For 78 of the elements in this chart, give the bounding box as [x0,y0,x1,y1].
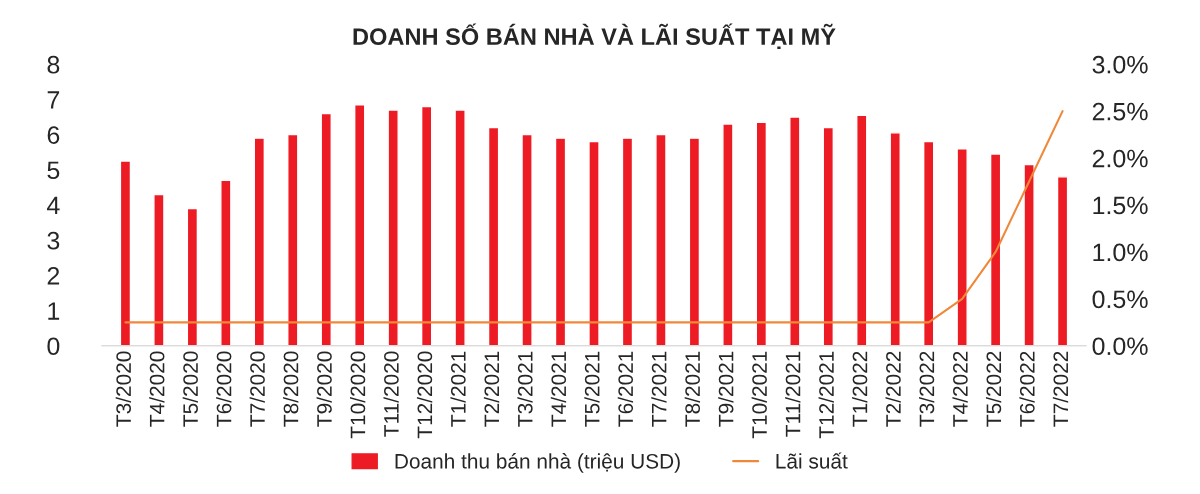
x-tick-label: T2/2021 [483,351,500,427]
legend-label: Doanh thu bán nhà (triệu USD) [395,453,680,473]
bar [554,137,567,346]
bar [755,121,768,346]
bar [789,116,801,346]
x-tick-label: T3/2022 [918,351,935,427]
x-tick-label: T1/2022 [852,351,868,427]
bar [521,133,533,346]
bar [588,140,600,346]
x-tick-label: T3/2020 [115,351,132,427]
x-tick-label: T2/2022 [885,351,901,427]
y-tick-label: 2 [47,267,60,285]
y-tick-label: 3 [47,231,60,250]
bar [353,104,366,346]
bar [688,137,701,346]
bar [454,109,466,346]
bar [722,123,734,346]
bar [1023,163,1035,346]
bar [119,160,132,346]
bar [655,133,667,346]
x-tick-label: T10/2020 [350,351,366,439]
y-tick-label: 4 [47,196,60,215]
x-tick-label: T11/2021 [785,351,801,437]
x-tick-label: T8/2021 [684,351,700,427]
bar [320,112,332,346]
x-tick-label: T6/2020 [216,351,232,427]
x-tick-label: T1/2021 [450,351,466,427]
x-tick-label: T5/2021 [584,351,600,427]
bar [387,109,399,346]
y2-tick-label: 0.5% [1092,290,1148,309]
x-tick-label: T6/2021 [617,351,634,427]
y-tick-label: 7 [47,91,60,109]
bar [1056,176,1069,346]
bar [956,147,968,346]
y-tick-label: 0 [47,337,60,356]
bar [989,153,1002,346]
legend-label: Lãi suất [776,452,848,469]
x-tick-label: T5/2020 [182,351,198,427]
bar [487,126,500,346]
chart-title: DOANH SỐ BÁN NHÀ VÀ LÃI SUẤT TẠI MỸ [353,23,836,49]
bar [253,137,266,346]
bar [856,114,868,346]
x-tick-label: T5/2022 [985,351,1002,427]
x-tick-label: T4/2021 [550,351,567,427]
y-tick-label: 1 [48,302,60,320]
y2-tick-label: 2.0% [1092,149,1148,168]
y2-tick-label: 1.5% [1093,196,1148,215]
bar [621,137,634,346]
x-tick-label: T3/2021 [517,351,533,427]
line-series [124,110,1064,324]
bar [889,132,901,346]
bar [287,133,299,346]
y2-tick-label: 0.0% [1092,337,1148,356]
x-tick-label: T7/2022 [1052,351,1069,427]
y-tick-label: 6 [47,126,60,144]
x-tick-label: T11/2020 [383,351,399,437]
x-tick-label: T8/2020 [283,351,299,427]
x-tick-label: T10/2021 [751,351,767,439]
x-tick-label: T12/2020 [416,351,433,439]
y-tick-label: 8 [47,55,60,74]
bar [186,207,199,346]
x-tick-label: T9/2020 [316,351,332,427]
x-tick-label: T12/2021 [818,351,834,439]
x-tick-label: T7/2021 [651,351,667,427]
x-tick-label: T9/2021 [718,351,734,427]
y2-tick-label: 3.0% [1092,55,1148,74]
y2-tick-label: 1.0% [1093,243,1148,262]
bar [220,179,232,346]
x-tick-label: T4/2020 [149,351,165,427]
bar [822,126,835,346]
bar [153,193,165,346]
y-tick-label: 5 [47,161,60,180]
x-tick-label: T4/2022 [952,351,968,427]
x-tick-label: T7/2020 [249,351,265,427]
x-tick-label: T6/2022 [1019,351,1035,427]
bar [420,105,433,346]
y2-tick-label: 2.5% [1092,102,1148,121]
bar [922,140,935,346]
